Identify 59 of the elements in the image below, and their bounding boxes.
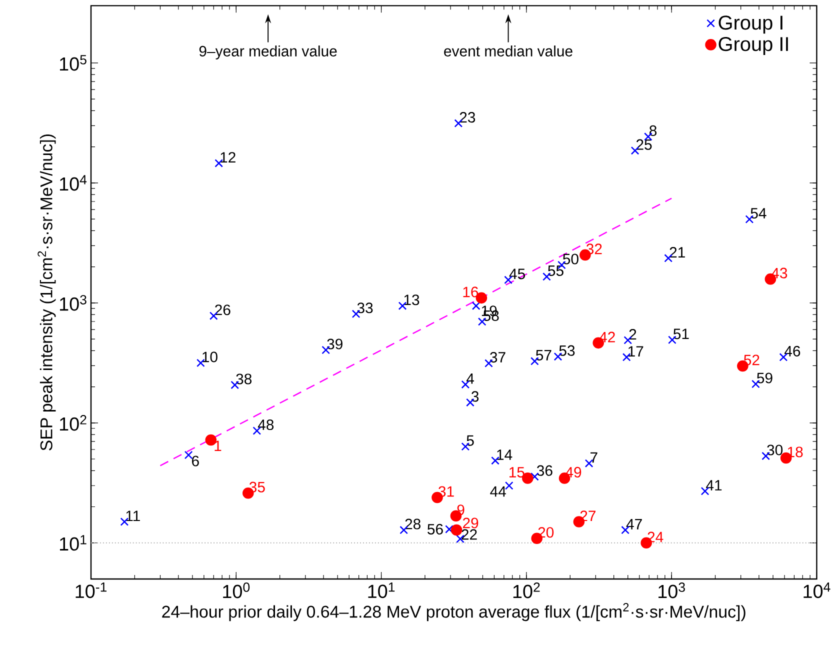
annotation: 12	[220, 152, 236, 163]
x-tick-label: 10$^{1}$	[368, 582, 395, 598]
annotation: 39	[327, 338, 342, 350]
x-tick-label: 10$^{4}$	[804, 582, 830, 598]
annotation: 51	[673, 328, 689, 340]
annotation: 29	[462, 518, 478, 528]
y-tick-label: 10$^{3}$	[60, 295, 86, 311]
x-tick-label: 10$^{-1}$	[76, 582, 107, 598]
annotation: 11	[126, 510, 140, 522]
annotation: 57	[536, 350, 552, 360]
annotation: 23	[460, 112, 476, 123]
annotation: 45	[509, 268, 525, 280]
y-tick-label: 10$^{5}$	[60, 55, 86, 71]
legend-label: Group I	[718, 16, 782, 34]
y-tick-label: 10$^{2}$	[60, 415, 86, 431]
annotation: 3	[471, 391, 479, 402]
annotation: 37	[490, 352, 506, 363]
annotation: 26	[215, 304, 230, 316]
annotation: 30	[767, 444, 783, 456]
annotation: 41	[706, 480, 722, 490]
annotation: 47	[626, 519, 642, 530]
annotation: 50	[562, 254, 578, 264]
annotation: 17	[628, 346, 644, 356]
annotation: 48	[258, 419, 274, 430]
annotation: 54	[750, 208, 766, 219]
annotation: 53	[559, 345, 575, 356]
annotation: 56	[428, 524, 443, 534]
annotation: 36	[536, 465, 552, 476]
y-axis-title: SEP peak intensity (1/[cm$^{2}$·s·sr·MeV/nuc])	[38, 134, 56, 450]
annotation: 7	[590, 452, 598, 463]
annotation: 55	[548, 266, 564, 276]
annotation: 33	[357, 302, 373, 314]
x-tick-label: 10$^{2}$	[513, 582, 540, 598]
annotation: 10	[202, 352, 218, 362]
annotation: 9–year median value	[199, 45, 337, 60]
annotation: 44	[490, 486, 506, 497]
x-tick-label: 10$^{3}$	[658, 582, 685, 598]
annotation: 38	[236, 374, 252, 384]
annotation: 4	[466, 374, 474, 384]
legend-label: Group II	[718, 37, 788, 56]
annotation: 5	[466, 435, 474, 446]
annotation: 8	[650, 125, 657, 136]
x-axis-title: 24–hour prior daily 0.64–1.28 MeV proton average flux (1/[cm$^{2}$·s·sr·MeV/nuc])	[162, 603, 746, 622]
annotation: 14	[497, 450, 512, 460]
y-tick-label: 10$^{1}$	[60, 535, 86, 551]
annotation: 6	[192, 456, 199, 466]
annotation: 22	[462, 529, 477, 540]
annotation: 13	[404, 294, 420, 306]
annotation: 28	[405, 518, 420, 530]
annotation: 59	[757, 372, 772, 384]
annotation: 16	[463, 286, 478, 298]
annotation: 1	[214, 440, 222, 451]
annotation: 25	[636, 139, 652, 150]
y-tick-label: 10$^{4}$	[60, 175, 87, 191]
x-tick-label: 10$^{0}$	[223, 582, 250, 598]
annotation: event median value	[444, 45, 572, 56]
annotation: 21	[670, 247, 685, 258]
annotation: 15	[509, 467, 524, 478]
annotation: 46	[784, 346, 800, 356]
